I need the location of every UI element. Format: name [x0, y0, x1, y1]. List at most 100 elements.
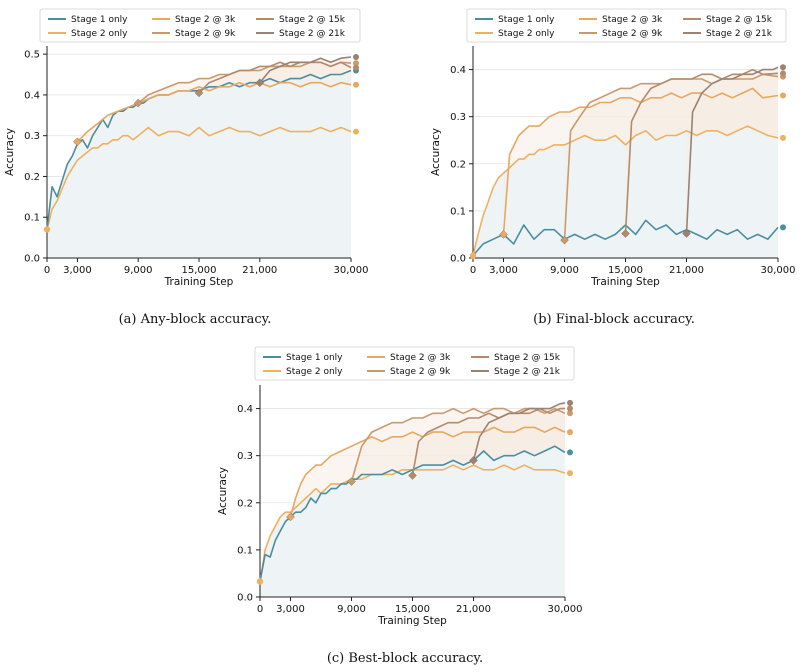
p2-legend-label-0: Stage 1 only — [286, 353, 343, 363]
p0-legend-label-5: Stage 2 @ 21k — [279, 29, 346, 39]
p0-stage2-only-end-marker — [353, 128, 359, 135]
p0-x-tick-label-0: 0 — [44, 265, 50, 276]
p0-s2-21k-start-marker — [255, 78, 265, 87]
p2-y-tick-label-3: 0.3 — [237, 451, 253, 462]
p1-s2-21k-line — [685, 66, 779, 234]
p2-s2-21k-end-marker — [567, 399, 573, 406]
p1-s2-9k-start-marker — [560, 235, 569, 245]
p1-s2-3k-end-marker — [780, 92, 786, 99]
p0-x-tick-label-5: 30,000 — [334, 265, 369, 276]
p2-y-tick-label-1: 0.1 — [237, 545, 253, 556]
p1-legend-label-4: Stage 2 @ 15k — [706, 15, 773, 25]
p2-s2-15k-start-marker — [408, 471, 417, 480]
p2-legend-label-5: Stage 2 @ 21k — [494, 367, 561, 377]
p0-s2-21k-line — [259, 56, 352, 84]
p1-legend-label-0: Stage 1 only — [498, 15, 555, 25]
p2-y-tick-label-2: 0.2 — [237, 498, 253, 509]
p1-s2-15k-end-marker — [780, 70, 786, 77]
p1-x-tick-label-0: 0 — [470, 265, 476, 276]
p2-s2-9k-start-marker — [347, 477, 356, 486]
p1-x-tick-label-4: 21,000 — [669, 265, 704, 276]
p0-s2-21k-end-marker — [353, 54, 359, 61]
p2-legend-box — [254, 346, 575, 381]
panel-best-block: 0 3,000 9,000 15,000 21,000 30,000 0.0 0.1 0.2 0.… — [217, 346, 583, 627]
p0-y-tick-label-5: 0.5 — [24, 50, 40, 61]
p0-s2-3k-end-marker — [353, 81, 359, 88]
panel-any-block: 0 3,000 9,000 15,000 21,000 30,000 0.0 0.1 0.2 0.… — [4, 8, 369, 288]
p1-y-tick-label-2: 0.2 — [450, 159, 466, 170]
p1-x-tick-label-2: 9,000 — [550, 265, 579, 276]
p0-s2-3k-line — [76, 81, 352, 143]
p2-s2-21k-start-marker — [469, 456, 478, 465]
p2-x-tick-label-5: 30,000 — [548, 604, 583, 615]
p0-legend-label-4: Stage 2 @ 15k — [279, 15, 346, 25]
p0-s2-15k-end-marker — [353, 64, 359, 71]
p2-stage1-only-end-marker — [567, 449, 573, 456]
p2-s2-15k-end-marker — [567, 405, 573, 412]
p2-x-axis-label: Training Step — [377, 615, 447, 627]
p2-y-tick-label-0: 0.0 — [237, 593, 253, 604]
p0-x-tick-label-4: 21,000 — [242, 265, 277, 276]
p1-origin-marker — [469, 252, 477, 259]
p1-x-axis-label: Training Step — [590, 276, 660, 288]
p0-x-tick-label-1: 3,000 — [63, 265, 92, 276]
p1-y-tick-label-1: 0.1 — [450, 206, 466, 217]
p1-legend-label-1: Stage 2 only — [498, 29, 555, 39]
p0-s2-9k-end-marker — [353, 60, 359, 67]
p1-x-tick-label-1: 3,000 — [489, 265, 518, 276]
p0-x-axis-label: Training Step — [164, 276, 234, 288]
p2-s2-3k-end-marker — [567, 429, 573, 436]
panel-final-block: 0 3,000 9,000 15,000 21,000 30,000 0.0 0.1 0.2 0.… — [430, 8, 796, 288]
p1-stage2-only-end-marker — [780, 134, 786, 141]
p0-s2-3k-gain-area — [77, 70, 352, 148]
p0-s2-3k-start-marker — [73, 137, 82, 147]
p1-legend-label-3: Stage 2 @ 9k — [602, 29, 663, 39]
caption-a: (a) Any-block accuracy. — [119, 312, 272, 327]
p1-stage1-only-end-marker — [780, 224, 786, 231]
p2-stage2-only-end-marker — [567, 470, 573, 477]
p0-x-tick-label-3: 15,000 — [182, 265, 217, 276]
p2-s2-15k-line — [411, 407, 565, 476]
p0-x-tick-label-2: 9,000 — [124, 265, 153, 276]
p0-legend-box — [39, 8, 361, 43]
p2-origin-marker — [256, 578, 264, 585]
p2-s2-3k-start-marker — [286, 512, 295, 522]
p2-x-tick-label-3: 15,000 — [395, 604, 430, 615]
p1-s2-3k-line — [502, 87, 779, 235]
p1-y-tick-label-3: 0.3 — [450, 112, 466, 123]
p2-legend-label-2: Stage 2 @ 3k — [390, 353, 451, 363]
p1-s2-3k-start-marker — [499, 230, 508, 239]
p1-s2-21k-end-marker — [780, 64, 786, 71]
p1-s2-21k-gain-area — [686, 67, 778, 234]
p0-y-tick-label-3: 0.3 — [24, 131, 40, 142]
p0-stage2-only-line — [46, 126, 352, 230]
p0-s2-21k-gain-area — [259, 57, 351, 83]
p0-s2-15k-start-marker — [194, 88, 204, 98]
p2-s2-21k-gain-area — [473, 402, 565, 461]
p1-x-tick-label-3: 15,000 — [608, 265, 643, 276]
p0-s2-15k-line — [198, 61, 352, 94]
p1-y-tick-label-0: 0.0 — [450, 254, 466, 265]
p2-legend-label-4: Stage 2 @ 15k — [494, 353, 561, 363]
p1-s2-15k-line — [624, 68, 779, 234]
p2-stage1-only-line — [259, 445, 566, 582]
p0-y-axis-label: Accuracy — [4, 128, 16, 176]
p2-s2-3k-line — [289, 426, 566, 518]
caption-b: (b) Final-block accuracy. — [533, 312, 695, 327]
p0-y-tick-label-4: 0.4 — [24, 90, 40, 101]
p2-s2-9k-end-marker — [567, 410, 573, 417]
p1-legend-label-2: Stage 2 @ 3k — [602, 15, 663, 25]
p0-origin-marker — [43, 226, 51, 233]
p2-y-axis-label: Accuracy — [217, 467, 229, 515]
p2-x-tick-label-0: 0 — [257, 604, 263, 615]
p2-x-tick-label-2: 9,000 — [337, 604, 366, 615]
p0-legend-label-2: Stage 2 @ 3k — [175, 15, 236, 25]
p2-s2-21k-line — [472, 402, 566, 461]
p0-y-tick-label-2: 0.2 — [24, 172, 40, 183]
caption-c: (c) Best-block accuracy. — [327, 651, 483, 666]
p2-legend-label-3: Stage 2 @ 9k — [390, 367, 451, 377]
p1-stage2-only-line — [472, 125, 779, 256]
p1-x-tick-label-5: 30,000 — [761, 265, 796, 276]
p0-legend-label-3: Stage 2 @ 9k — [175, 29, 236, 39]
